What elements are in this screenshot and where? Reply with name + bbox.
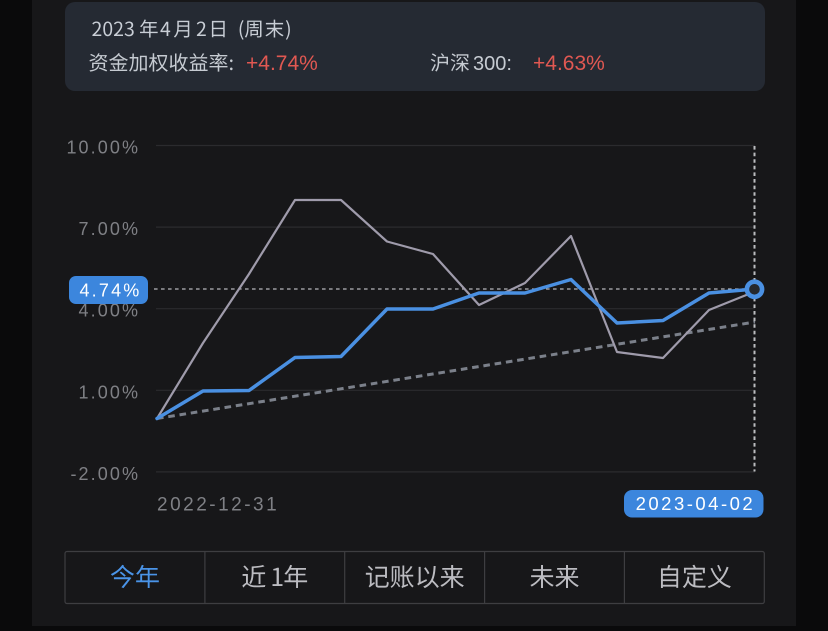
svg-text:1.00%: 1.00%: [79, 382, 141, 402]
svg-text:2022-12-31: 2022-12-31: [157, 495, 279, 516]
svg-text:7.00%: 7.00%: [79, 219, 141, 239]
svg-text:4.00%: 4.00%: [79, 301, 141, 321]
svg-text:10.00%: 10.00%: [66, 138, 140, 158]
svg-text:+4.74%: +4.74%: [246, 52, 318, 75]
svg-text:4.74%: 4.74%: [79, 281, 141, 301]
svg-text:300:: 300:: [473, 53, 512, 75]
svg-text:2023-04-02: 2023-04-02: [636, 493, 756, 514]
svg-text:-2.00%: -2.00%: [70, 464, 140, 484]
svg-text:+4.63%: +4.63%: [533, 52, 605, 75]
